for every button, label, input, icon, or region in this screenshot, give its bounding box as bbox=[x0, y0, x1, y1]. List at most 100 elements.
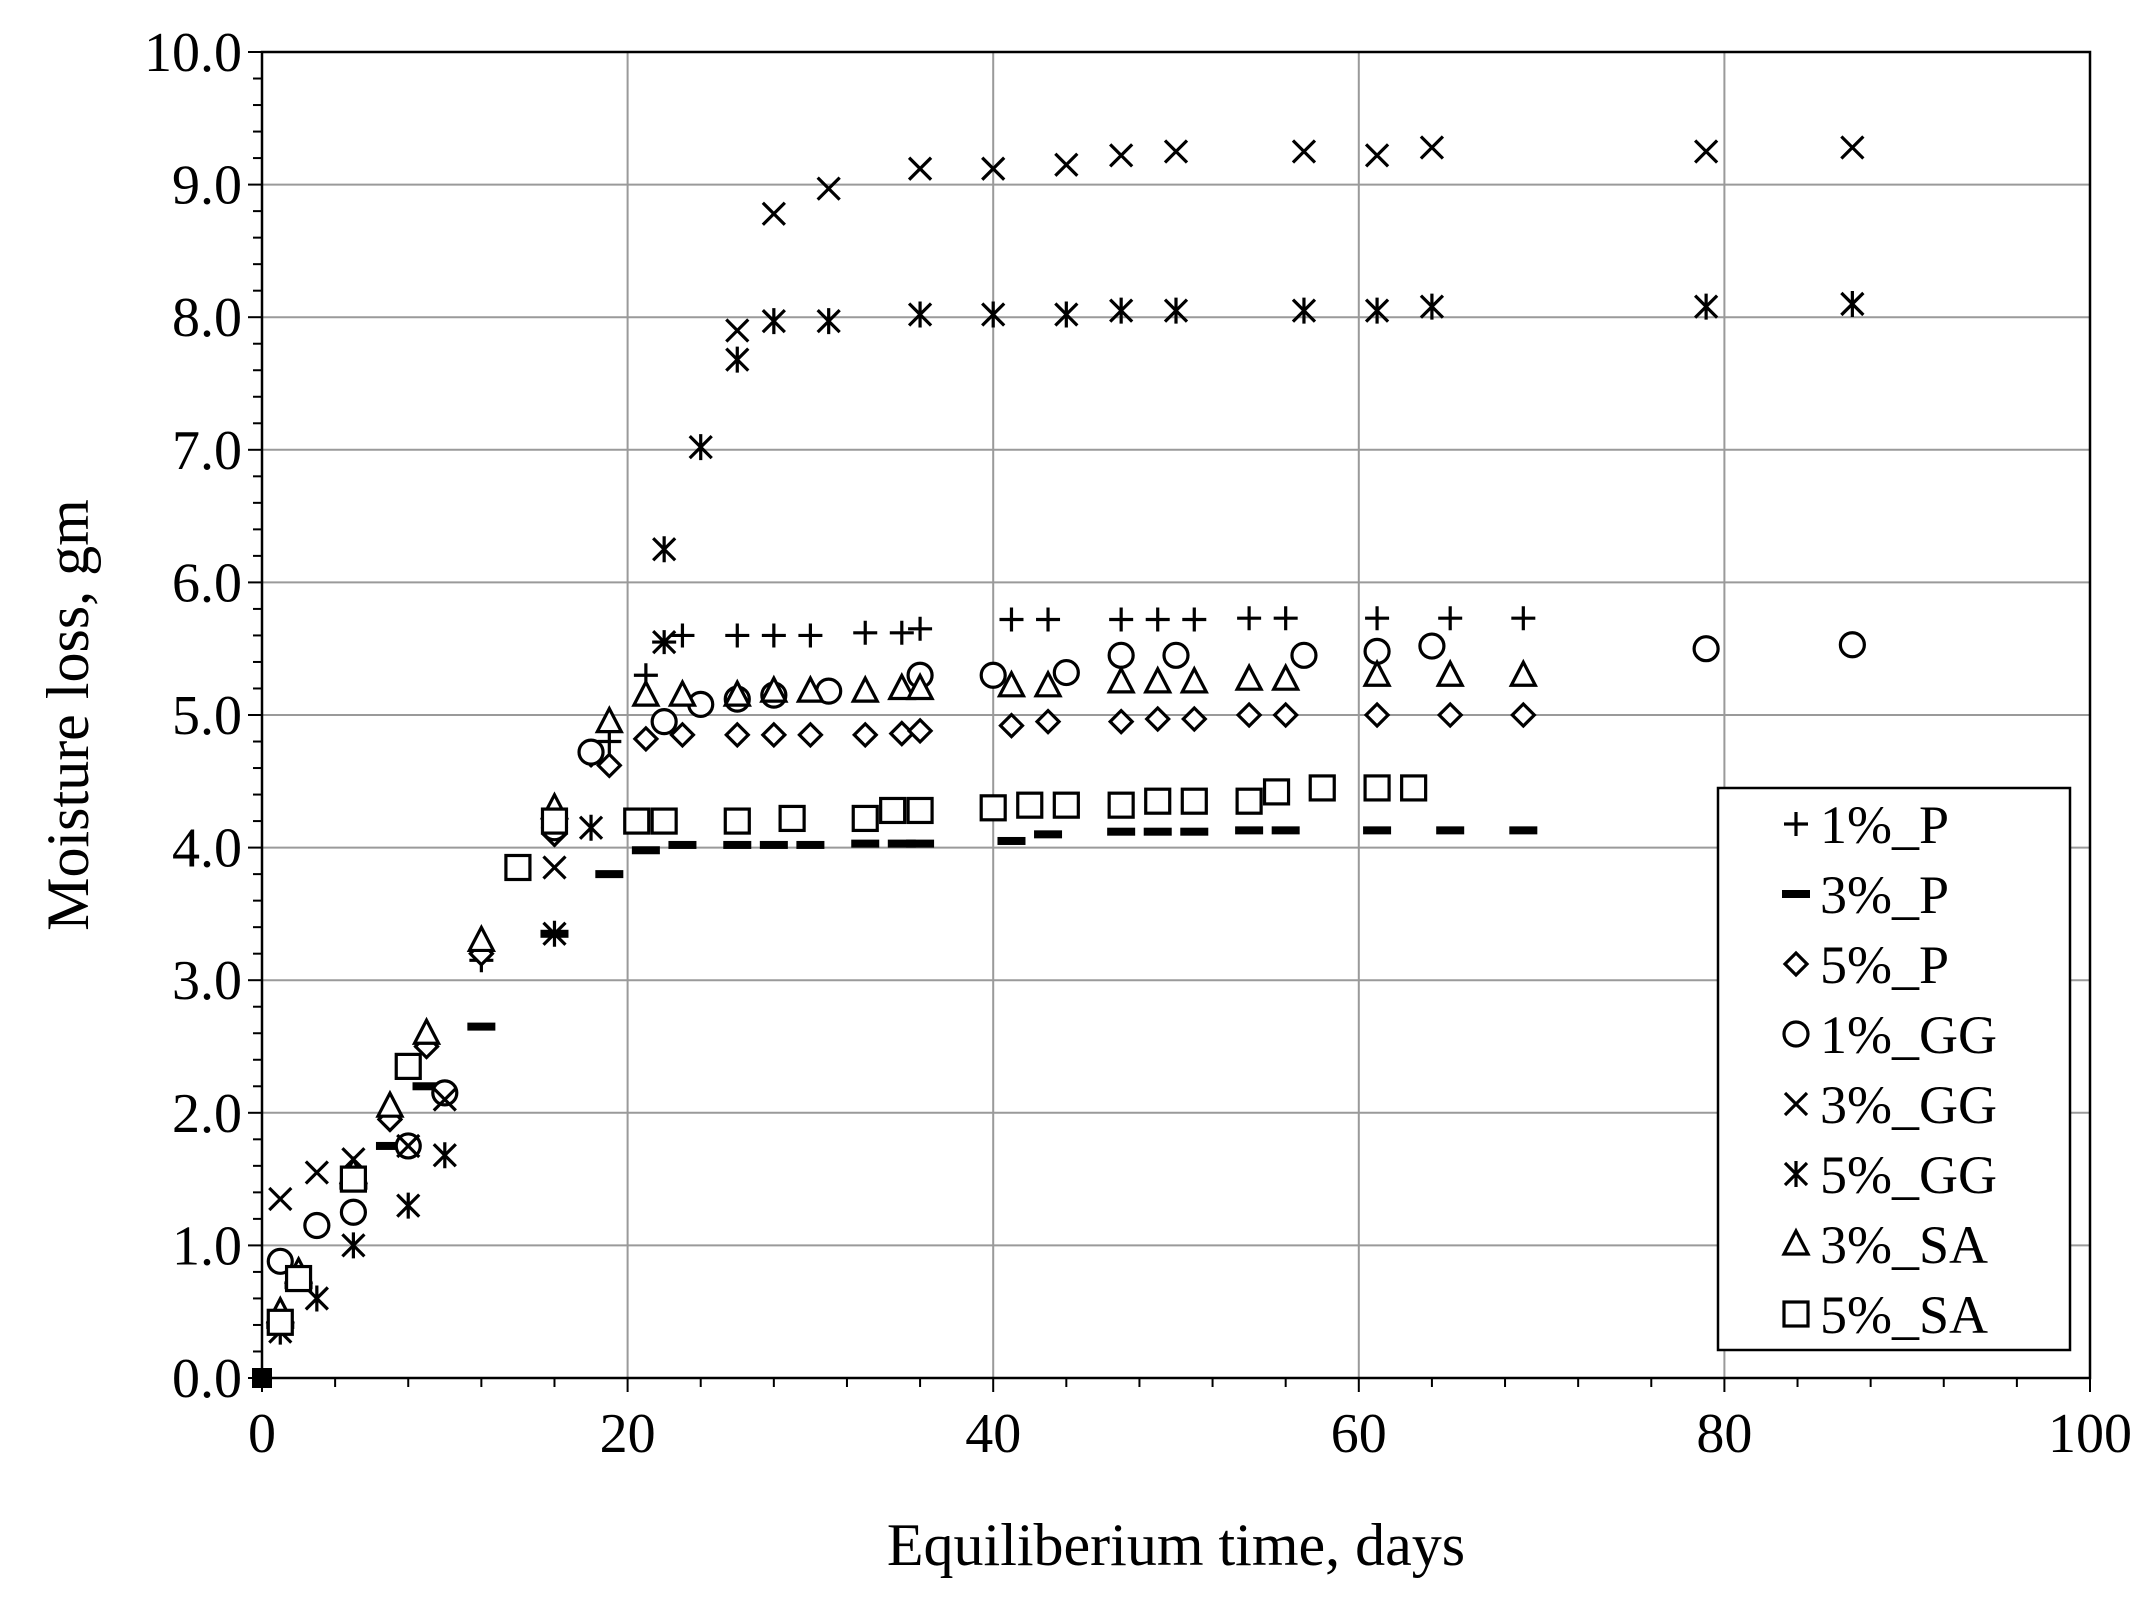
data-point bbox=[905, 672, 935, 701]
data-point bbox=[1143, 665, 1173, 694]
data-point bbox=[759, 840, 788, 849]
legend-marker-5%_GG bbox=[1783, 1161, 1809, 1187]
legend-label: 5%_P bbox=[1820, 935, 1949, 995]
data-point bbox=[1693, 293, 1719, 320]
data-point bbox=[908, 616, 933, 641]
y-tick-label: 7.0 bbox=[172, 420, 242, 482]
data-point bbox=[1034, 708, 1062, 735]
data-point bbox=[432, 1142, 457, 1169]
data-point bbox=[597, 729, 622, 754]
data-point bbox=[412, 1082, 441, 1091]
data-point bbox=[998, 712, 1025, 739]
data-point bbox=[1235, 826, 1264, 835]
data-point bbox=[1234, 662, 1264, 691]
series-5%_SA bbox=[252, 774, 1428, 1388]
data-point bbox=[979, 794, 1007, 822]
legend-marker-3%_P bbox=[1782, 890, 1810, 898]
data-point bbox=[1144, 787, 1172, 815]
data-point bbox=[303, 1211, 331, 1240]
data-point bbox=[906, 796, 934, 825]
data-point bbox=[632, 725, 660, 753]
data-point bbox=[851, 804, 879, 833]
data-point bbox=[1436, 826, 1465, 835]
data-point bbox=[1273, 606, 1298, 631]
legend-box bbox=[1716, 786, 2072, 1352]
data-point bbox=[1692, 635, 1720, 663]
data-point bbox=[796, 840, 825, 849]
data-point bbox=[996, 669, 1027, 698]
data-point bbox=[669, 721, 696, 749]
data-point bbox=[667, 678, 698, 707]
series-5%_GG bbox=[252, 290, 1865, 1388]
data-point bbox=[997, 836, 1026, 845]
data-point bbox=[1237, 606, 1262, 631]
x-tick-label: 20 bbox=[600, 1403, 656, 1465]
data-point bbox=[1109, 297, 1134, 324]
x-tick-label: 100 bbox=[2048, 1403, 2132, 1465]
data-point bbox=[1107, 827, 1136, 836]
data-point bbox=[1181, 705, 1208, 733]
data-point bbox=[1400, 774, 1428, 802]
data-point bbox=[1143, 827, 1172, 836]
data-point bbox=[879, 796, 907, 825]
data-point bbox=[887, 672, 917, 701]
data-point bbox=[1271, 662, 1301, 691]
data-point bbox=[723, 807, 751, 835]
legend-label: 3%_GG bbox=[1820, 1075, 1997, 1135]
data-point bbox=[761, 623, 786, 648]
y-tick-label: 4.0 bbox=[172, 818, 242, 880]
y-tick-label: 0.0 bbox=[172, 1348, 242, 1410]
data-point bbox=[339, 1165, 367, 1193]
data-point bbox=[504, 853, 532, 882]
data-point bbox=[887, 839, 916, 848]
legend-label: 1%_P bbox=[1820, 795, 1949, 855]
data-point bbox=[1052, 658, 1080, 687]
data-point bbox=[1838, 631, 1866, 659]
data-point bbox=[1033, 669, 1063, 698]
data-point bbox=[761, 201, 786, 226]
data-point bbox=[1179, 665, 1209, 694]
data-point bbox=[375, 1089, 405, 1118]
data-point bbox=[798, 623, 823, 648]
data-point bbox=[1054, 301, 1079, 328]
data-point bbox=[724, 721, 751, 749]
data-point bbox=[1363, 774, 1391, 802]
data-point bbox=[906, 717, 934, 745]
data-point bbox=[723, 840, 752, 849]
data-point bbox=[1436, 701, 1464, 729]
y-tick-label: 8.0 bbox=[172, 287, 242, 349]
data-point bbox=[577, 738, 605, 766]
data-point bbox=[542, 920, 567, 947]
data-point bbox=[1511, 606, 1536, 631]
data-point bbox=[339, 1198, 367, 1226]
data-point bbox=[1107, 791, 1135, 819]
y-tick-label: 9.0 bbox=[172, 155, 242, 217]
data-point bbox=[851, 839, 880, 848]
data-point bbox=[725, 318, 750, 343]
data-point bbox=[1290, 641, 1318, 669]
data-point bbox=[850, 674, 880, 703]
data-point bbox=[266, 1308, 294, 1336]
y-tick-label: 2.0 bbox=[172, 1083, 242, 1145]
data-point bbox=[1180, 827, 1209, 836]
legend-label: 3%_P bbox=[1820, 865, 1949, 925]
data-point bbox=[411, 1016, 442, 1045]
data-point bbox=[760, 721, 788, 749]
legend-marker-5%_SA bbox=[1782, 1300, 1810, 1328]
legend-label: 5%_SA bbox=[1820, 1285, 1988, 1345]
x-tick-label: 60 bbox=[1331, 1403, 1387, 1465]
y-tick-label: 6.0 bbox=[172, 552, 242, 614]
data-point bbox=[1291, 139, 1317, 164]
data-point bbox=[431, 1079, 459, 1107]
data-point bbox=[795, 674, 826, 703]
data-point bbox=[1036, 607, 1061, 632]
data-point bbox=[668, 840, 697, 849]
data-point bbox=[252, 1368, 272, 1388]
data-point bbox=[1438, 606, 1463, 631]
y-tick-label: 3.0 bbox=[172, 950, 242, 1012]
data-point bbox=[1235, 701, 1263, 729]
data-point bbox=[1840, 135, 1865, 160]
data-point bbox=[1693, 139, 1719, 164]
data-point bbox=[979, 661, 1007, 689]
